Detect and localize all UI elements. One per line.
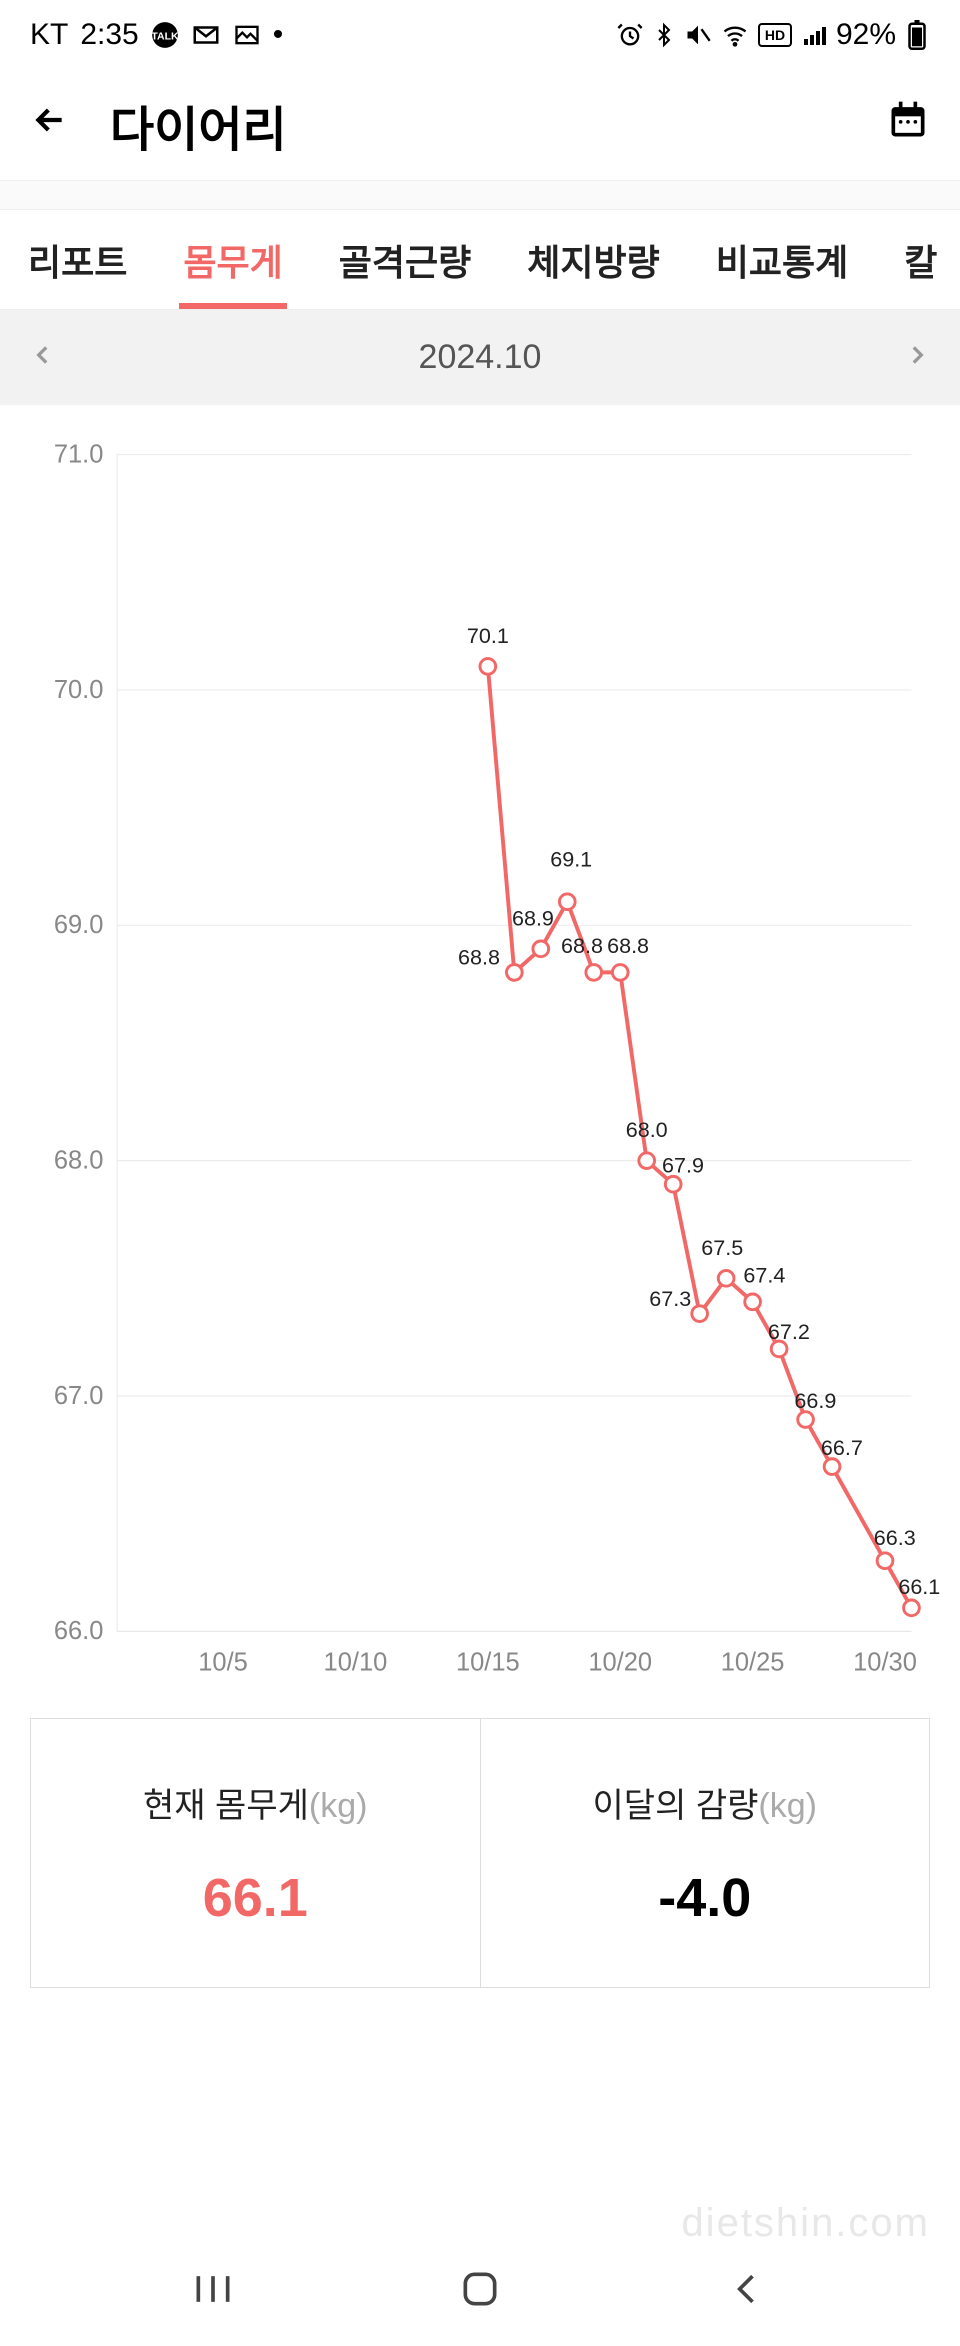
tab-5[interactable]: 칼: [876, 210, 960, 309]
tab-2[interactable]: 골격근량: [311, 210, 499, 309]
more-dot: •: [273, 18, 284, 52]
svg-text:10/30: 10/30: [853, 1649, 917, 1677]
tab-bar: 리포트몸무게골격근량체지방량비교통계칼: [0, 210, 960, 310]
svg-text:68.8: 68.8: [607, 933, 649, 958]
svg-text:70.1: 70.1: [467, 623, 509, 648]
svg-text:67.0: 67.0: [54, 1382, 104, 1410]
svg-text:68.8: 68.8: [561, 933, 603, 958]
summary-left-value: 66.1: [203, 1867, 308, 1929]
nav-home-button[interactable]: [458, 2267, 502, 2316]
month-prev-button[interactable]: [30, 338, 56, 377]
hd-icon: HD: [758, 23, 792, 47]
svg-text:67.4: 67.4: [743, 1262, 785, 1287]
svg-text:TALK: TALK: [151, 31, 179, 43]
header-divider: [0, 180, 960, 210]
svg-text:68.0: 68.0: [626, 1117, 668, 1142]
kakao-icon: TALK: [151, 21, 179, 49]
battery-icon: [904, 20, 930, 50]
svg-text:66.1: 66.1: [898, 1574, 940, 1599]
tab-4[interactable]: 비교통계: [688, 210, 876, 309]
wifi-icon: [720, 21, 750, 49]
status-bar: KT 2:35 TALK • HD 92%: [0, 0, 960, 70]
page-title: 다이어리: [110, 90, 846, 160]
calendar-button[interactable]: [886, 98, 930, 152]
svg-text:69.1: 69.1: [550, 846, 592, 871]
carrier-label: KT: [30, 18, 68, 52]
system-nav-bar: [0, 2236, 960, 2346]
svg-text:67.3: 67.3: [649, 1286, 691, 1311]
summary-month-loss: 이달의 감량(kg) -4.0: [481, 1719, 930, 1987]
svg-text:66.3: 66.3: [874, 1525, 916, 1550]
summary-right-value: -4.0: [658, 1867, 751, 1929]
svg-text:10/20: 10/20: [588, 1649, 652, 1677]
nav-back-button[interactable]: [725, 2267, 769, 2316]
mail-icon: [191, 20, 221, 50]
weight-chart[interactable]: 66.0 67.0 68.0 69.0 70.0 71.0 10/5 10/10 10/15 10…: [0, 405, 960, 1700]
svg-text:68.0: 68.0: [54, 1147, 104, 1175]
svg-text:66.9: 66.9: [794, 1388, 836, 1413]
chart-svg: 66.0 67.0 68.0 69.0 70.0 71.0 10/5 10/10 10/15 10…: [20, 435, 940, 1700]
svg-text:HD: HD: [765, 27, 785, 43]
alarm-icon: [616, 21, 644, 49]
nav-recent-button[interactable]: [191, 2267, 235, 2316]
month-next-button[interactable]: [904, 338, 930, 377]
svg-text:10/15: 10/15: [456, 1649, 520, 1677]
svg-text:69.0: 69.0: [54, 911, 104, 939]
svg-text:68.9: 68.9: [512, 905, 554, 930]
status-left: KT 2:35 TALK •: [30, 18, 283, 52]
summary-right-label: 이달의 감량(kg): [593, 1778, 817, 1827]
summary-current-weight: 현재 몸무게(kg) 66.1: [31, 1719, 481, 1987]
tab-3[interactable]: 체지방량: [499, 210, 687, 309]
svg-text:10/5: 10/5: [198, 1649, 248, 1677]
month-navigator: 2024.10: [0, 310, 960, 405]
svg-text:67.9: 67.9: [662, 1152, 704, 1177]
svg-text:10/10: 10/10: [324, 1649, 388, 1677]
bluetooth-icon: [652, 21, 676, 49]
tab-0[interactable]: 리포트: [0, 210, 155, 309]
svg-text:66.0: 66.0: [54, 1617, 104, 1645]
status-right: HD 92%: [616, 18, 930, 52]
svg-text:68.8: 68.8: [458, 945, 500, 970]
signal-icon: [800, 23, 828, 47]
summary-panel: 현재 몸무게(kg) 66.1 이달의 감량(kg) -4.0: [30, 1718, 930, 1988]
svg-text:70.0: 70.0: [54, 676, 104, 704]
app-header: 다이어리: [0, 70, 960, 180]
month-label: 2024.10: [419, 338, 542, 377]
clock-label: 2:35: [80, 18, 138, 52]
back-button[interactable]: [30, 100, 70, 150]
svg-text:66.7: 66.7: [821, 1435, 863, 1460]
svg-text:67.2: 67.2: [768, 1319, 810, 1344]
svg-text:67.5: 67.5: [701, 1235, 743, 1260]
tab-1[interactable]: 몸무게: [155, 210, 310, 309]
mute-icon: [684, 21, 712, 49]
battery-label: 92%: [836, 18, 896, 52]
summary-left-label: 현재 몸무게(kg): [143, 1778, 367, 1827]
image-icon: [233, 21, 261, 49]
svg-text:71.0: 71.0: [54, 440, 104, 468]
svg-text:10/25: 10/25: [721, 1649, 785, 1677]
